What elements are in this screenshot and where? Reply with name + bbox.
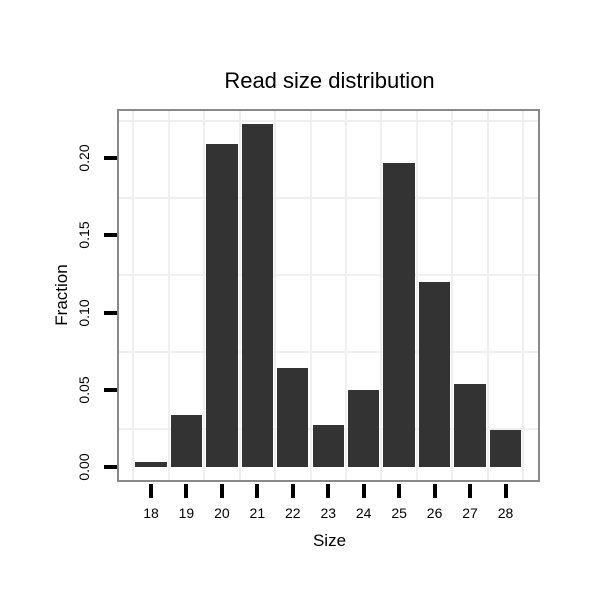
plot-panel [117, 109, 540, 482]
bar-28 [489, 429, 522, 467]
minor-gridline-vertical [132, 111, 135, 480]
x-tick-label-19: 19 [178, 505, 195, 521]
x-tick-mark-25 [397, 484, 402, 498]
minor-gridline-vertical [451, 111, 454, 480]
y-tick-label-0.20: 0.20 [76, 144, 92, 172]
minor-gridline-vertical [380, 111, 383, 480]
x-tick-mark-19 [184, 484, 189, 498]
y-tick-mark-0.20 [104, 156, 117, 161]
bar-18 [135, 462, 167, 467]
y-tick-label-0.10: 0.10 [76, 298, 92, 327]
y-tick-label-0.00: 0.00 [76, 453, 92, 481]
x-tick-mark-18 [149, 484, 153, 498]
x-tick-label-24: 24 [355, 505, 372, 521]
y-tick-mark-0.15 [104, 233, 117, 238]
minor-gridline-horizontal [119, 196, 538, 199]
x-tick-mark-24 [361, 484, 366, 498]
bar-20 [206, 144, 238, 467]
bar-25 [383, 162, 415, 467]
x-tick-label-22: 22 [285, 505, 301, 521]
minor-gridline-vertical [486, 111, 489, 480]
bar-27 [454, 383, 486, 467]
minor-gridline-vertical [203, 111, 206, 480]
minor-gridline-vertical [415, 111, 418, 480]
x-tick-mark-26 [432, 484, 437, 498]
x-axis-label: Size [312, 531, 347, 550]
bar-19 [170, 414, 203, 467]
y-tick-label-0.15: 0.15 [76, 221, 92, 250]
y-axis-label: Fraction [52, 264, 71, 326]
x-tick-label-20: 20 [214, 505, 230, 521]
x-tick-label-26: 26 [426, 505, 443, 521]
x-tick-mark-23 [326, 484, 331, 498]
plot-area [119, 111, 538, 480]
y-tick-mark-0.00 [104, 465, 117, 469]
x-tick-mark-22 [290, 484, 295, 498]
x-tick-label-25: 25 [391, 505, 407, 521]
x-tick-label-21: 21 [249, 505, 266, 521]
bar-24 [348, 389, 380, 467]
minor-gridline-vertical [522, 111, 525, 480]
minor-gridline-vertical [309, 111, 312, 480]
chart-title: Read size distribution [224, 68, 435, 93]
y-tick-label-0.05: 0.05 [76, 376, 92, 404]
y-tick-mark-0.05 [104, 387, 117, 392]
bar-23 [312, 425, 344, 467]
minor-gridline-vertical [167, 111, 170, 480]
minor-gridline-horizontal [119, 351, 538, 354]
x-tick-mark-21 [255, 484, 260, 498]
x-tick-label-27: 27 [462, 505, 478, 521]
bar-26 [418, 281, 451, 467]
minor-gridline-vertical [344, 111, 347, 480]
x-tick-label-23: 23 [320, 505, 337, 521]
x-tick-mark-28 [503, 484, 508, 498]
y-tick-mark-0.10 [104, 310, 117, 315]
x-tick-mark-20 [219, 484, 224, 498]
minor-gridline-horizontal [119, 274, 538, 276]
minor-gridline-vertical [238, 111, 241, 480]
minor-gridline-vertical [274, 111, 277, 480]
minor-gridline-horizontal [119, 119, 538, 122]
bar-22 [277, 368, 309, 467]
x-tick-label-18: 18 [143, 505, 159, 521]
bar-21 [241, 124, 274, 467]
x-tick-mark-27 [468, 484, 473, 498]
x-tick-label-28: 28 [497, 505, 514, 521]
